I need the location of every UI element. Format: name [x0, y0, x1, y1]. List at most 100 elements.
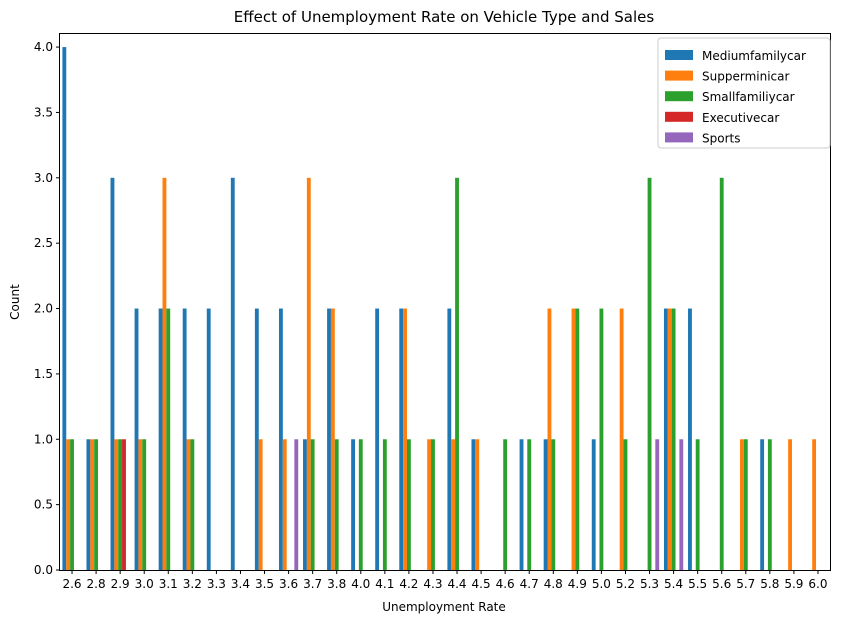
- x-tick-label: 4.0: [351, 577, 370, 591]
- bar-smallfamiliycar-5.2: [623, 439, 628, 570]
- x-tick-label: 2.9: [111, 577, 130, 591]
- x-tick-label: 4.5: [472, 577, 491, 591]
- bar-mediumfamilycar-5.5: [688, 308, 692, 570]
- bar-mediumfamilycar-3.1: [158, 308, 163, 570]
- bar-sports-5.3: [655, 439, 660, 570]
- bar-mediumfamilycar-4.1: [375, 308, 380, 570]
- y-axis-ticks: 0.0 0.5 1.0 1.5 2.0 2.5 3.0 3.5 4.0: [34, 40, 60, 577]
- bar-smallfamiliycar-5.6: [719, 177, 724, 571]
- legend-label-supperminicar: Supperminicar: [702, 70, 789, 84]
- bar-supperminicar-3.2: [186, 439, 191, 570]
- legend-label-sports: Sports: [702, 131, 740, 145]
- x-tick-label: 3.5: [255, 577, 274, 591]
- x-tick-label: 5.3: [640, 577, 659, 591]
- bar-supperminicar-3.8: [330, 308, 335, 570]
- bar-mediumfamilycar-5.4: [663, 308, 668, 570]
- y-tick-label: 4.0: [34, 40, 53, 54]
- bar-smallfamiliycar-5.5: [695, 439, 700, 570]
- x-tick-label: 5.0: [592, 577, 611, 591]
- bar-mediumfamilycar-5.0: [591, 439, 596, 570]
- x-tick-label: 6.0: [808, 577, 827, 591]
- bar-supperminicar-4.4: [451, 439, 456, 570]
- bar-mediumfamilycar-3.4: [230, 177, 235, 571]
- x-tick-label: 5.2: [616, 577, 635, 591]
- legend-swatch-smallfamiliycar: [665, 91, 693, 102]
- x-tick-label: 3.8: [327, 577, 346, 591]
- bar-smallfamiliycar-3.2: [190, 439, 195, 570]
- bar-smallfamiliycar-4.3: [431, 439, 435, 570]
- bar-mediumfamilycar-3.6: [278, 308, 283, 570]
- bar-supperminicar-2.9: [114, 439, 119, 570]
- bar-mediumfamilycar-4.8: [543, 439, 548, 570]
- y-tick-label: 3.5: [34, 105, 53, 119]
- legend: Mediumfamilycar Supperminicar Smallfamiliy…: [657, 37, 831, 149]
- bar-sports-5.4: [679, 439, 684, 570]
- x-tick-label: 5.5: [688, 577, 707, 591]
- y-tick-label: 3.0: [34, 171, 53, 185]
- bar-smallfamiliycar-2.9: [118, 439, 123, 570]
- bar-mediumfamilycar-4.4: [447, 308, 452, 570]
- legend-label-mediumfamilycar: Mediumfamilycar: [702, 49, 806, 63]
- bar-supperminicar-5.2: [619, 308, 624, 570]
- bar-supperminicar-6.0: [812, 439, 817, 570]
- x-tick-label: 2.8: [87, 577, 106, 591]
- x-tick-label: 4.4: [447, 577, 466, 591]
- bar-smallfamiliycar-2.6: [70, 439, 74, 570]
- bar-supperminicar-4.9: [571, 308, 576, 570]
- bar-mediumfamilycar-3.5: [254, 308, 259, 570]
- bar-sports-3.6: [294, 439, 299, 570]
- x-tick-label: 4.2: [399, 577, 418, 591]
- bar-mediumfamilycar-4.0: [351, 439, 356, 570]
- bar-supperminicar-4.2: [403, 308, 407, 570]
- bar-smallfamiliycar-3.7: [310, 439, 315, 570]
- bar-supperminicar-2.8: [90, 439, 95, 570]
- bar-smallfamiliycar-2.8: [94, 439, 99, 570]
- legend-swatch-mediumfamilycar: [665, 50, 693, 60]
- bar-smallfamiliycar-4.9: [575, 308, 580, 570]
- x-tick-label: 4.1: [375, 577, 394, 591]
- x-tick-label: 2.6: [62, 577, 81, 591]
- y-axis-label: Count: [8, 284, 22, 320]
- x-tick-label: 5.6: [712, 577, 731, 591]
- bar-mediumfamilycar-3.3: [206, 308, 211, 570]
- bar-smallfamiliycar-4.4: [455, 177, 459, 571]
- y-tick-label: 0.0: [34, 563, 53, 577]
- legend-label-smallfamiliycar: Smallfamiliycar: [702, 90, 795, 104]
- bar-mediumfamilycar-2.6: [62, 47, 67, 570]
- bar-smallfamiliycar-5.8: [767, 439, 772, 570]
- bar-supperminicar-5.4: [667, 308, 672, 570]
- bar-supperminicar-4.5: [475, 439, 480, 570]
- bar-mediumfamilycar-3.0: [134, 308, 139, 570]
- legend-swatch-supperminicar: [665, 70, 693, 81]
- bar-smallfamiliycar-5.0: [599, 308, 604, 570]
- x-axis-ticks: 2.6 2.8 2.9 3.0 3.1 3.2 3.3 3.4 3.5 3.6 3.7 3.8 4.0 4…: [62, 570, 828, 591]
- x-tick-label: 4.3: [423, 577, 442, 591]
- bar-supperminicar-2.6: [66, 439, 71, 570]
- bar-smallfamiliycar-4.8: [551, 439, 556, 570]
- x-tick-label: 3.4: [231, 577, 250, 591]
- bar-smallfamiliycar-5.7: [743, 439, 748, 570]
- bar-smallfamiliycar-4.2: [406, 439, 411, 570]
- x-axis-label: Unemployment Rate: [382, 600, 506, 614]
- bar-smallfamiliycar-4.7: [527, 439, 532, 570]
- x-tick-label: 4.7: [520, 577, 539, 591]
- bar-supperminicar-5.7: [740, 439, 744, 570]
- x-tick-label: 5.7: [736, 577, 755, 591]
- y-tick-label: 0.5: [34, 498, 53, 512]
- x-tick-label: 5.8: [760, 577, 779, 591]
- bar-mediumfamilycar-3.2: [182, 308, 187, 570]
- bar-supperminicar-3.5: [258, 439, 263, 570]
- bar-mediumfamilycar-3.7: [303, 439, 307, 570]
- y-tick-label: 2.0: [34, 302, 53, 316]
- bar-mediumfamilycar-2.9: [110, 177, 115, 571]
- x-tick-label: 3.2: [183, 577, 202, 591]
- bar-mediumfamilycar-4.2: [399, 308, 404, 570]
- bar-mediumfamilycar-3.8: [327, 308, 331, 570]
- bar-supperminicar-4.3: [427, 439, 432, 570]
- x-tick-label: 3.1: [159, 577, 178, 591]
- bar-supperminicar-4.8: [547, 308, 552, 570]
- x-tick-label: 4.8: [544, 577, 563, 591]
- x-tick-label: 3.6: [279, 577, 298, 591]
- bar-supperminicar-3.7: [306, 177, 311, 571]
